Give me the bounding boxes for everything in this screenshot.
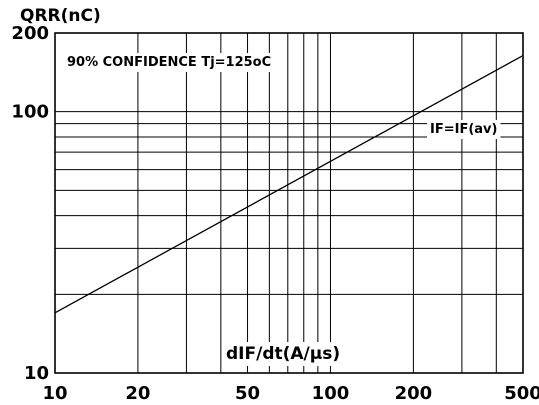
y-tick-label: 200: [11, 23, 49, 44]
y-tick-label: 10: [24, 363, 49, 384]
confidence-annotation-backdrop: [64, 53, 275, 72]
x-tick-label: 20: [125, 383, 150, 404]
series-label-backdrop: [427, 120, 501, 139]
x-tick-label: 200: [395, 383, 433, 404]
y-tick-label: 100: [11, 102, 49, 123]
confidence-annotation: 90% CONFIDENCE Tj=125oC: [67, 55, 271, 70]
plot-frame: [54, 32, 524, 374]
series-layer: [54, 54, 524, 314]
x-tick-label: 50: [235, 383, 260, 404]
x-tick-label: 500: [504, 383, 539, 404]
x-tick-label: 100: [312, 383, 350, 404]
series-line: [54, 54, 524, 314]
x-axis-label-backdrop: [223, 342, 344, 366]
x-tick-label: 10: [42, 383, 67, 404]
y-axis-label: QRR(nC): [20, 6, 101, 26]
label-layer: 10 20 50 100 200 500 10 100 200: [11, 23, 539, 404]
x-axis-label: dIF/dt(A/µs): [226, 344, 340, 364]
grid-layer: [55, 33, 523, 373]
series-label: IF=IF(av): [430, 122, 497, 137]
